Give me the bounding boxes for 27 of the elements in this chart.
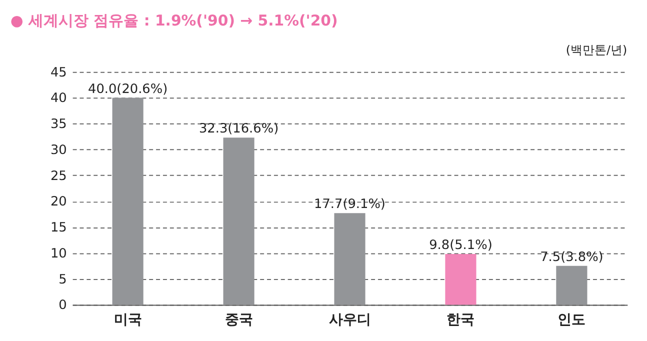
data-label: 9.8(5.1%) xyxy=(429,238,492,254)
bar xyxy=(556,266,588,305)
data-label: 17.7(9.1%) xyxy=(314,197,386,212)
y-tick-label: 5 xyxy=(58,272,67,288)
text: (백만톤/년) xyxy=(566,43,628,58)
bar xyxy=(112,98,144,305)
y-tick-label: 0 xyxy=(58,298,67,314)
bar xyxy=(445,254,476,305)
bar xyxy=(334,213,366,305)
chart-title: ● 세계시장 점유율 : 1.9%('90) → 5.1%('20) xyxy=(10,11,338,30)
x-tick-label: 중국 xyxy=(224,312,253,328)
x-tick-label: 인도 xyxy=(558,312,586,328)
x-tick-label: 사우디 xyxy=(328,312,371,328)
y-tick-label: 35 xyxy=(50,117,67,132)
x-tick-label: 한국 xyxy=(446,312,475,328)
y-tick-label: 25 xyxy=(50,168,67,184)
y-tick-label: 10 xyxy=(50,246,67,262)
y-tick-label: 30 xyxy=(50,142,67,158)
y-tick-label: 20 xyxy=(50,194,67,210)
y-tick-label: 15 xyxy=(50,220,67,236)
data-label: 40.0(20.6%) xyxy=(88,82,168,97)
y-tick-label: 40 xyxy=(50,91,67,106)
data-label: 32.3(16.6%) xyxy=(198,122,279,137)
data-label: 7.5(3.8%) xyxy=(540,250,604,265)
y-tick-label: 45 xyxy=(50,65,67,80)
x-tick-label: 미국 xyxy=(114,312,142,328)
bar xyxy=(223,138,254,305)
